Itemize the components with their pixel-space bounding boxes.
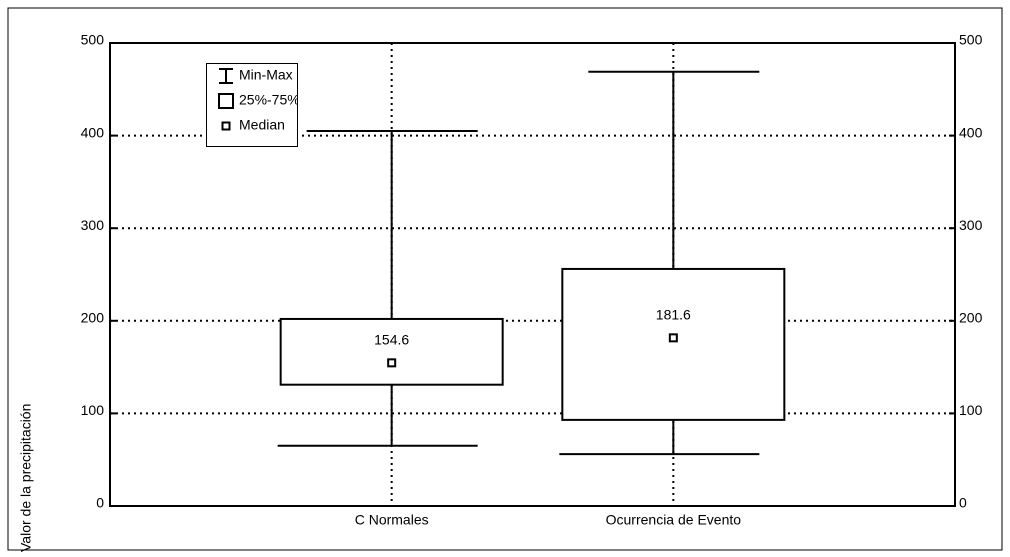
- y2-tick-label: 100: [959, 402, 983, 418]
- plot-area: [109, 42, 956, 507]
- y-tick-label: 100: [81, 402, 105, 418]
- y2-tick-label: 300: [959, 217, 983, 233]
- legend-label: Min-Max: [239, 67, 293, 83]
- legend-swatch: [218, 93, 234, 109]
- y2-tick-label: 400: [959, 124, 983, 140]
- y-tick-label: 500: [81, 32, 105, 48]
- y-tick-label: 0: [96, 495, 104, 511]
- y-tick-label: 200: [81, 310, 105, 326]
- y-axis-label: Valor de la precipitación: [18, 404, 34, 552]
- y2-tick-label: 500: [959, 32, 983, 48]
- legend: Min-Max 25%-75% Median: [206, 63, 300, 147]
- y-tick-label: 400: [81, 124, 105, 140]
- frame: [7, 7, 1003, 551]
- y2-tick-label: 0: [959, 495, 967, 511]
- median-marker: [668, 333, 678, 343]
- y-tick-label: 300: [81, 217, 105, 233]
- y2-tick-label: 200: [959, 310, 983, 326]
- box: [561, 267, 786, 421]
- x-tick-label: C Normales: [355, 512, 429, 528]
- box: [279, 317, 504, 386]
- median-label: 154.6: [374, 332, 409, 348]
- x-tick-label: Ocurrencia de Evento: [606, 512, 742, 528]
- legend-swatch: [221, 121, 231, 131]
- legend-label: Median: [239, 117, 285, 133]
- legend-label: 25%-75%: [239, 92, 300, 108]
- median-label: 181.6: [656, 307, 691, 323]
- median-marker: [387, 358, 397, 368]
